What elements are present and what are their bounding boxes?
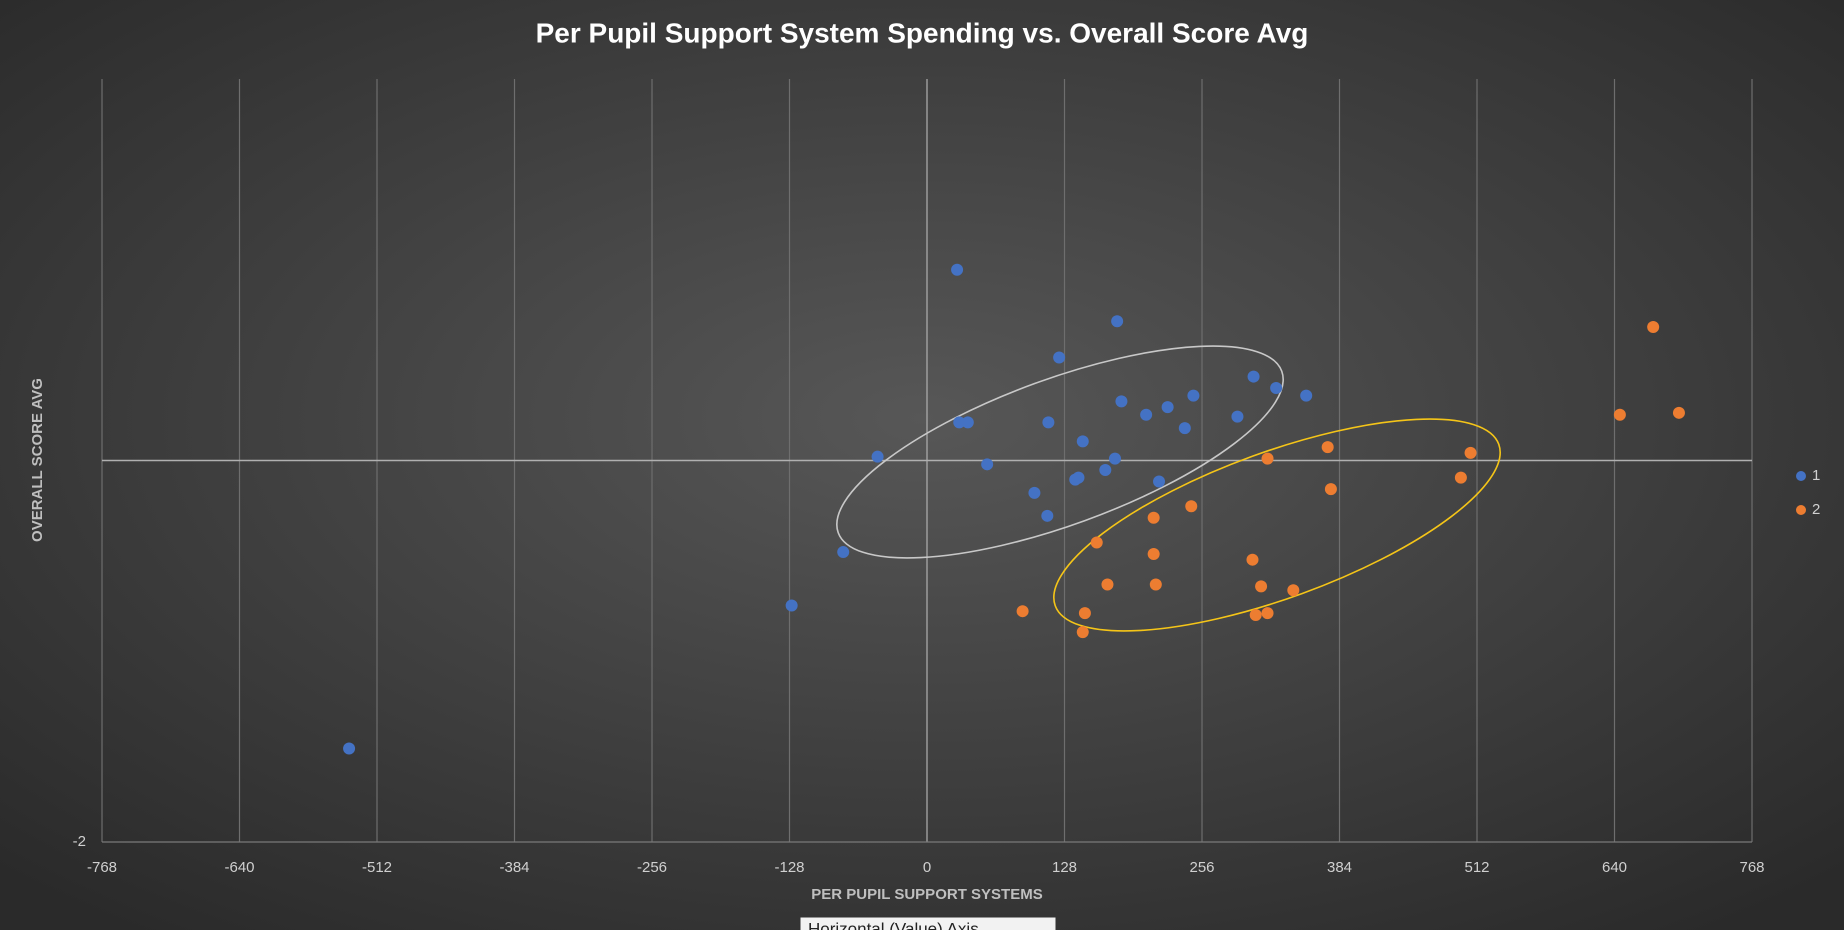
point [343,742,356,755]
point [1053,351,1066,364]
point [1231,410,1244,423]
point [837,546,850,559]
point [1255,580,1268,593]
point [1115,395,1128,408]
point [981,458,994,471]
y-axis-label: OVERALL SCORE AVG [29,378,46,542]
marks: 12 [343,263,1820,755]
point [1185,500,1198,513]
legend-label: 1 [1812,467,1820,484]
tooltip-box [799,916,1057,930]
point [1261,452,1274,465]
grid: -768 -640 -512 -384 -256 -128 0 128 256 384 512 640… [73,79,1765,876]
point [1464,446,1477,459]
point [1161,401,1174,414]
point [1187,389,1200,402]
point [1101,578,1114,591]
point [1647,320,1660,333]
point [1153,475,1166,488]
point [1140,408,1153,421]
cluster-ellipse [836,345,1284,559]
x-tick-label: 384 [1327,859,1352,876]
x-tick-label: 640 [1602,859,1627,876]
tooltip: Horizontal (Value) Axis [808,919,979,930]
point [1078,607,1091,620]
x-tick-label: 512 [1464,859,1489,876]
point [1042,416,1055,429]
x-tick-label: 0 [923,859,931,876]
chart-title: Per Pupil Support System Spending vs. Ov… [536,17,1309,48]
point [785,599,798,612]
point [953,416,966,429]
point [1249,609,1262,622]
x-tick-label: 256 [1189,859,1214,876]
point [1090,536,1103,549]
point [1076,435,1089,448]
point [1147,547,1160,560]
point [871,450,884,463]
point [1287,584,1300,597]
point [1454,471,1467,484]
legend-swatch [1796,505,1806,515]
x-tick-label: 128 [1052,859,1077,876]
cluster-ellipse [1053,418,1501,632]
x-tick-label: -384 [499,859,529,876]
point [961,416,974,429]
point [1076,626,1089,639]
x-tick-label: 768 [1739,859,1764,876]
x-tick-label: -128 [774,859,804,876]
x-tick-label: -768 [87,859,117,876]
point [1069,473,1082,486]
x-tick-label: -256 [637,859,667,876]
point [1147,511,1160,524]
y-tick-label: -2 [73,833,86,850]
point [1246,553,1259,566]
point [1672,406,1685,419]
point [1261,607,1274,620]
x-tick-label: -640 [224,859,254,876]
point [1613,408,1626,421]
point [1016,605,1029,618]
point [951,263,964,276]
point [1178,422,1191,435]
legend-label: 2 [1812,501,1820,518]
point [1247,370,1260,383]
point [1270,382,1283,395]
point [1099,464,1112,477]
legend-swatch [1796,471,1806,481]
point [1149,578,1162,591]
point [1041,509,1054,522]
point [1321,441,1334,454]
x-tick-label: -512 [362,859,392,876]
point [1108,452,1121,465]
point [1324,483,1337,496]
point [1300,389,1313,402]
point [1111,315,1124,328]
point [1028,486,1041,499]
x-axis-label: PER PUPIL SUPPORT SYSTEMS [811,886,1042,903]
